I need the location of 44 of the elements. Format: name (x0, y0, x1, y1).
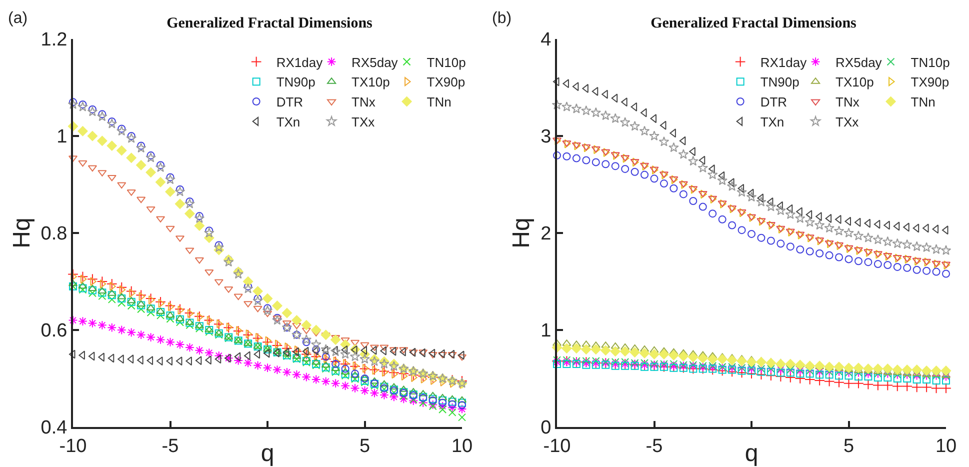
legend-label: TNx (836, 94, 860, 110)
y-tick-label: 4 (540, 30, 552, 51)
legend-label: TNx (352, 94, 376, 110)
y-tick-label: 0.8 (40, 224, 68, 245)
x-tick-label: -5 (162, 436, 179, 457)
legend-label: TXx (352, 114, 376, 130)
legend-label: TX90p (910, 74, 950, 90)
text: (b) (492, 10, 512, 27)
legend-label: TXx (836, 114, 860, 130)
chart-title: Generalized Fractal Dimensions (650, 15, 857, 32)
legend-label: DTR (760, 94, 788, 110)
legend-label: TXn (760, 114, 784, 130)
x-tick-label: 10 (451, 436, 473, 457)
y-tick-label: 2 (540, 224, 552, 245)
text: (a) (8, 10, 28, 27)
y-axis-title: Hq (8, 218, 36, 248)
y-tick-label: 1 (56, 126, 68, 148)
legend-label: TN10p (426, 54, 466, 70)
legend-label: TN90p (760, 74, 800, 90)
y-tick-label: 3 (540, 126, 552, 148)
legend-label: RX5day (836, 54, 882, 70)
chart-title: Generalized Fractal Dimensions (166, 15, 373, 32)
y-axis-title: Hq (508, 218, 536, 248)
x-axis-title: q (260, 440, 274, 467)
legend-label: TX90p (426, 74, 466, 90)
x-axis-title: q (744, 440, 758, 467)
y-tick-label: 1 (540, 320, 552, 342)
legend-label: TX10p (352, 74, 390, 90)
legend-label: RX1day (276, 54, 324, 70)
legend-label: RX5day (352, 54, 398, 70)
legend-label: TN10p (910, 54, 950, 70)
x-tick-label: 5 (843, 436, 854, 457)
x-tick-label: -5 (646, 436, 663, 457)
x-tick-label: 5 (359, 436, 370, 457)
y-tick-label: 1.2 (40, 30, 68, 51)
x-tick-label: 10 (935, 436, 957, 457)
legend-label: TNn (426, 94, 452, 110)
legend-label: DTR (276, 94, 304, 110)
y-tick-label: 0.6 (40, 320, 68, 342)
legend-label: TNn (910, 94, 936, 110)
legend-label: TN90p (276, 74, 316, 90)
legend-label: RX1day (760, 54, 808, 70)
legend-label: TX10p (836, 74, 874, 90)
legend-label: TXn (276, 114, 300, 130)
